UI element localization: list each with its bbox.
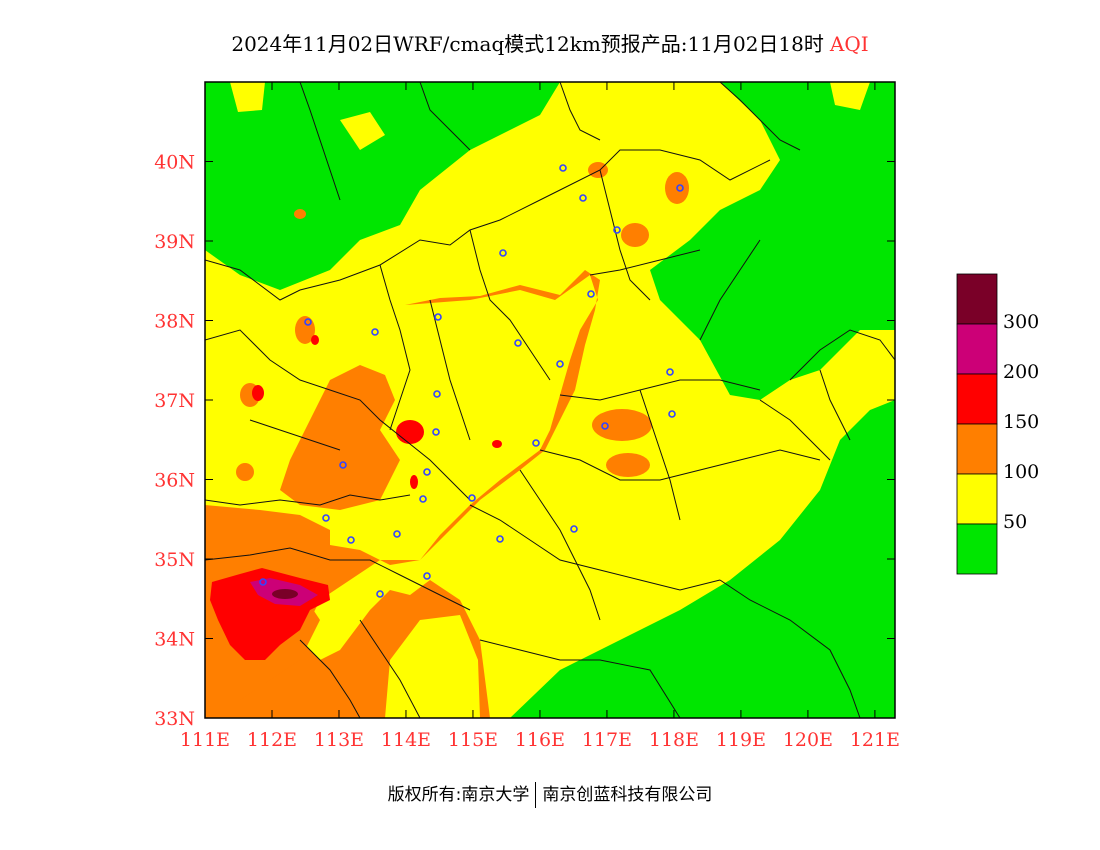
x-tick-label: 114E bbox=[381, 729, 431, 751]
region-moderate-island-2 bbox=[230, 82, 265, 112]
y-tick-label: 36N bbox=[154, 470, 195, 492]
station-marker bbox=[579, 194, 587, 202]
x-tick-label: 118E bbox=[649, 729, 699, 751]
x-tick-label: 112E bbox=[247, 729, 297, 751]
y-tick-label: 35N bbox=[154, 549, 195, 571]
region-light-southwest bbox=[205, 505, 330, 580]
legend-swatch bbox=[956, 273, 998, 325]
station-marker bbox=[371, 328, 379, 336]
x-tick-label: 115E bbox=[448, 729, 498, 751]
footer: 版权所有:南京大学 南京创蓝科技有限公司 bbox=[0, 780, 1100, 808]
legend-swatch bbox=[956, 423, 998, 475]
legend bbox=[956, 273, 998, 575]
region-good-northwest bbox=[205, 82, 560, 290]
region-medium-blob-4 bbox=[252, 385, 264, 401]
region-moderate-island-4 bbox=[870, 350, 895, 390]
station-marker bbox=[556, 360, 564, 368]
legend-label: 150 bbox=[1003, 411, 1040, 433]
station-marker bbox=[433, 390, 441, 398]
x-tick-label: 119E bbox=[716, 729, 766, 751]
region-medium-blob-1 bbox=[396, 420, 424, 444]
legend-label: 200 bbox=[1003, 361, 1040, 383]
region-light-blob-8 bbox=[294, 209, 306, 219]
region-light-blob-5 bbox=[295, 316, 315, 344]
station-marker bbox=[676, 184, 684, 192]
station-marker bbox=[304, 318, 312, 326]
title-variable: AQI bbox=[829, 32, 869, 56]
region-light-west bbox=[280, 365, 400, 510]
x-tick-label: 111E bbox=[180, 729, 230, 751]
station-marker bbox=[559, 164, 567, 172]
legend-label: 300 bbox=[1003, 311, 1040, 333]
station-marker bbox=[570, 525, 578, 533]
footer-copyright: 版权所有:南京大学 bbox=[387, 785, 530, 805]
region-severe bbox=[272, 589, 298, 599]
station-marker bbox=[347, 536, 355, 544]
station-marker bbox=[601, 422, 609, 430]
legend-swatch bbox=[956, 323, 998, 375]
region-good-southeast bbox=[510, 400, 895, 718]
footer-separator bbox=[535, 782, 537, 808]
station-marker bbox=[668, 410, 676, 418]
region-medium-blob-5 bbox=[311, 335, 319, 345]
station-marker bbox=[514, 339, 522, 347]
station-marker bbox=[419, 495, 427, 503]
x-tick-label: 116E bbox=[515, 729, 565, 751]
region-light-blob-3 bbox=[592, 409, 652, 441]
y-tick-label: 33N bbox=[154, 708, 195, 730]
region-medium-blob-2 bbox=[410, 475, 418, 489]
legend-label: 50 bbox=[1003, 511, 1028, 533]
station-marker bbox=[587, 290, 595, 298]
region-medium-blob-3 bbox=[492, 440, 502, 448]
x-tick-label: 113E bbox=[314, 729, 364, 751]
station-marker bbox=[432, 428, 440, 436]
y-tick-label: 34N bbox=[154, 629, 195, 651]
station-marker bbox=[496, 535, 504, 543]
region-light-blob-4 bbox=[606, 453, 650, 477]
x-tick-label: 117E bbox=[582, 729, 632, 751]
region-moderate-island-3 bbox=[830, 82, 870, 110]
station-marker bbox=[666, 368, 674, 376]
station-marker bbox=[259, 578, 267, 586]
station-marker bbox=[376, 590, 384, 598]
station-marker bbox=[423, 468, 431, 476]
y-tick-label: 37N bbox=[154, 390, 195, 412]
chart-title: 2024年11月02日WRF/cmaq模式12km预报产品:11月02日18时 A… bbox=[0, 28, 1100, 57]
x-tick-label: 121E bbox=[850, 729, 900, 751]
region-moderate-island-1 bbox=[340, 112, 385, 150]
region-good-northeast bbox=[650, 82, 895, 400]
station-marker bbox=[322, 514, 330, 522]
station-marker bbox=[613, 226, 621, 234]
station-marker bbox=[499, 249, 507, 257]
footer-company: 南京创蓝科技有限公司 bbox=[542, 785, 713, 805]
station-marker bbox=[434, 313, 442, 321]
station-markers bbox=[259, 164, 684, 598]
region-light-blob-7 bbox=[236, 463, 254, 481]
station-marker bbox=[468, 494, 476, 502]
legend-label: 100 bbox=[1003, 461, 1040, 483]
legend-swatch bbox=[956, 473, 998, 525]
legend-swatch bbox=[956, 523, 998, 575]
station-marker bbox=[339, 461, 347, 469]
y-tick-label: 38N bbox=[154, 311, 195, 333]
boundary-lines bbox=[205, 82, 895, 718]
y-tick-label: 39N bbox=[154, 231, 195, 253]
legend-swatch bbox=[956, 373, 998, 425]
axis-tick-labels: 111E 112E 113E 114E 115E 116E 117E 118E 119E 120E… bbox=[154, 152, 900, 752]
station-marker bbox=[532, 439, 540, 447]
station-marker bbox=[423, 572, 431, 580]
station-marker bbox=[393, 530, 401, 538]
x-tick-label: 120E bbox=[783, 729, 833, 751]
region-light-blob-1 bbox=[621, 223, 649, 247]
axis-ticks bbox=[204, 82, 895, 719]
title-main: 2024年11月02日WRF/cmaq模式12km预报产品:11月02日18时 bbox=[231, 32, 824, 56]
y-tick-label: 40N bbox=[154, 152, 195, 174]
map-fill-layers bbox=[205, 82, 895, 718]
